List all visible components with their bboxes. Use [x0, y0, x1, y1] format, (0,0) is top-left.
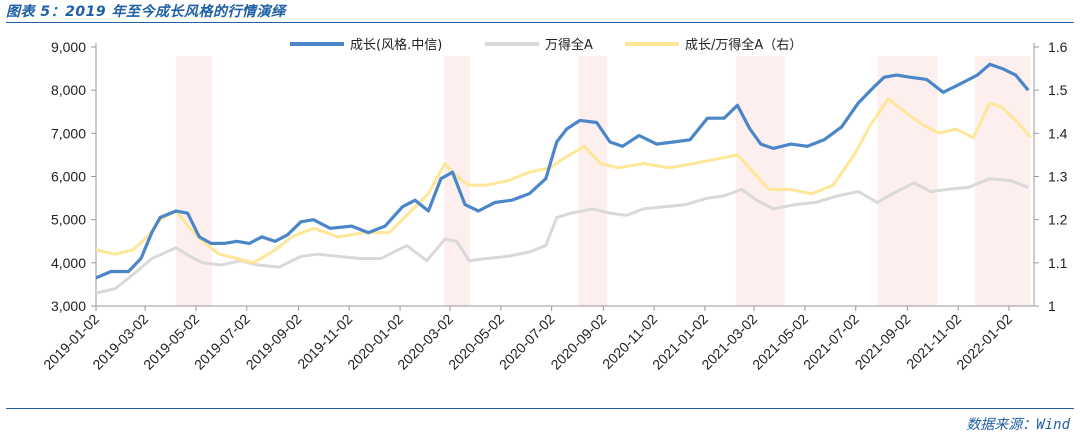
series-line-1 [95, 62, 1030, 280]
source-note: 数据来源：Wind [966, 417, 1070, 433]
legend-label-3: 成长/万得全A（右） [685, 37, 802, 53]
right-tick-label: 1.2 [1048, 212, 1068, 228]
top-rule [6, 22, 1074, 23]
right-tick-label: 1.1 [1048, 255, 1068, 271]
left-tick-label: 4,000 [51, 255, 86, 271]
legend-label-2: 万得全A [545, 37, 593, 53]
left-tick-label: 5,000 [51, 212, 86, 228]
legend-label-1: 成长(风格.中信) [350, 37, 442, 53]
shaded-periods [175, 56, 1031, 306]
series-line-3 [95, 97, 1032, 265]
shaded-period-5 [877, 56, 938, 306]
bottom-rule [6, 408, 1074, 409]
left-tick-label: 3,000 [51, 298, 86, 314]
x-tick-label: 2020-09-02 [547, 311, 609, 373]
right-tick-label: 1.3 [1048, 169, 1068, 185]
x-tick-label: 2021-09-02 [852, 311, 914, 373]
series-lines [95, 62, 1032, 295]
left-tick-label: 9,000 [51, 39, 86, 55]
right-tick-label: 1.4 [1048, 125, 1068, 141]
x-tick-label: 2022-01-02 [953, 311, 1015, 373]
shaded-period-1 [175, 56, 212, 306]
left-tick-label: 8,000 [51, 82, 86, 98]
right-tick-label: 1.5 [1048, 82, 1068, 98]
shaded-period-3 [578, 56, 608, 306]
right-tick-label: 1.6 [1048, 39, 1068, 55]
legend: 成长(风格.中信) 万得全A 成长/万得全A（右） [290, 37, 802, 53]
left-tick-label: 6,000 [51, 169, 86, 185]
chart-title: 图表 5：2019 年至今成长风格的行情演绎 [6, 4, 286, 20]
left-tick-label: 7,000 [51, 125, 86, 141]
right-tick-label: 1 [1048, 298, 1056, 314]
x-tick-label: 2019-09-02 [243, 311, 305, 373]
